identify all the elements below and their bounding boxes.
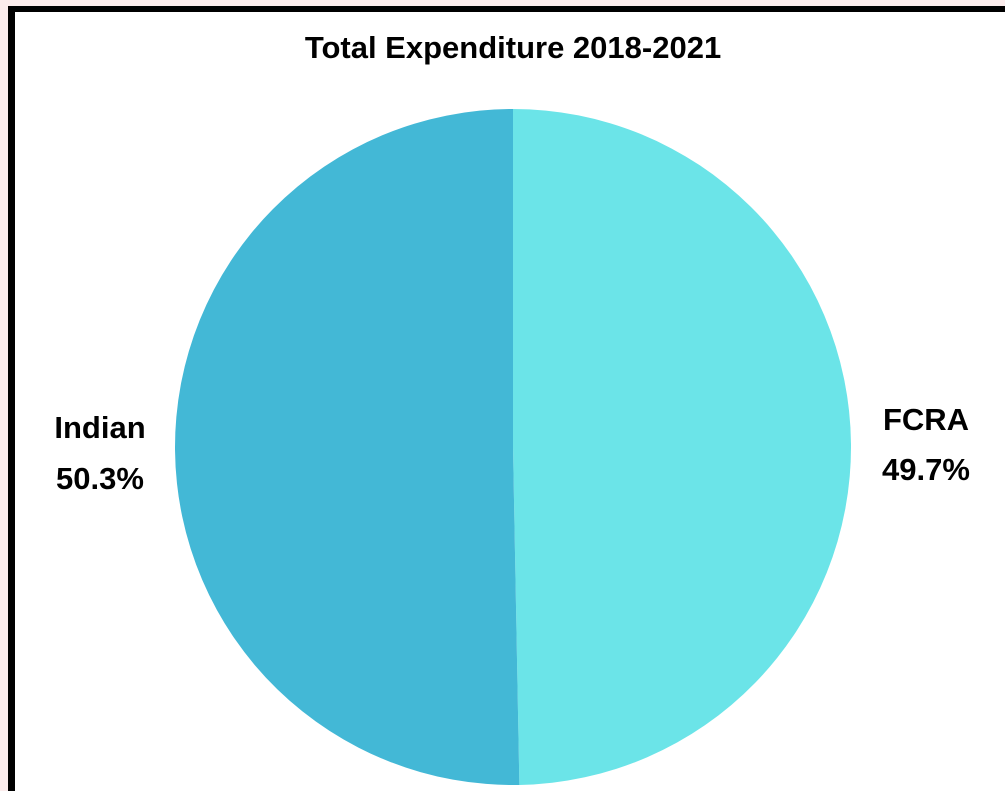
slice-label-indian-name: Indian xyxy=(54,410,145,445)
pie-slices xyxy=(175,109,852,785)
chart-title: Total Expenditure 2018-2021 xyxy=(305,30,721,65)
slice-label-fcra-value: 49.7% xyxy=(882,452,970,487)
slice-label-indian-value: 50.3% xyxy=(56,461,144,496)
pie-slice-indian xyxy=(175,109,520,785)
slice-label-fcra-name: FCRA xyxy=(883,402,969,437)
pie-slice-fcra xyxy=(513,109,852,785)
